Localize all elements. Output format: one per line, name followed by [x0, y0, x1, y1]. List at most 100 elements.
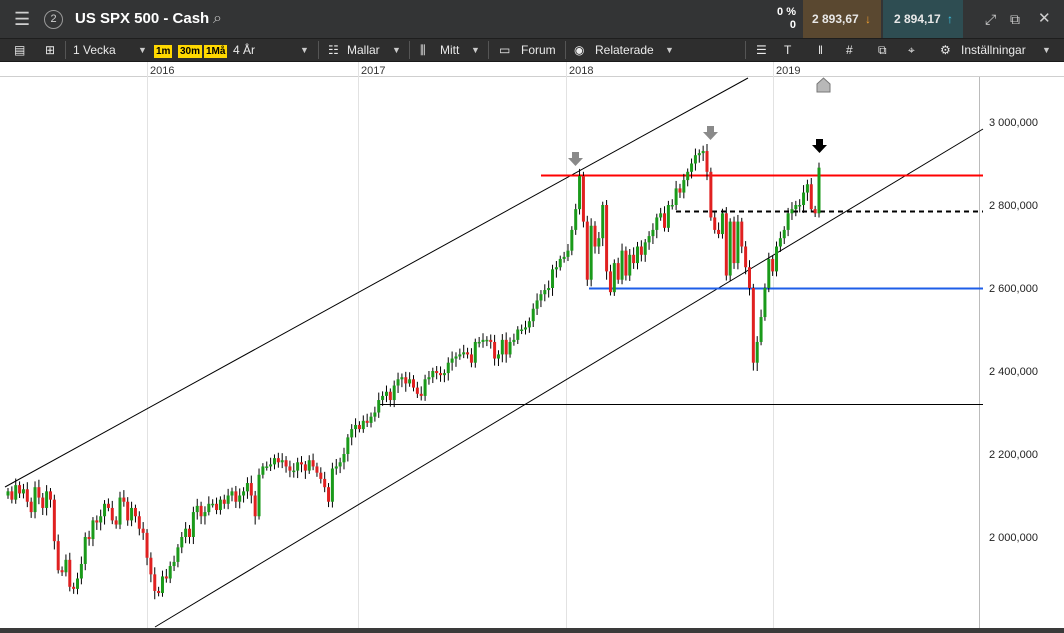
candle-body — [110, 507, 114, 521]
candle-body — [10, 491, 14, 500]
candle-body — [678, 188, 682, 193]
chevron-down-icon[interactable]: ▼ — [1042, 45, 1051, 55]
buy-price: 2 894,17 — [894, 12, 941, 26]
candle-body — [466, 352, 470, 355]
candle-body — [744, 246, 748, 268]
candle-body — [280, 460, 284, 463]
chevron-down-icon[interactable]: ▼ — [665, 45, 674, 55]
templates-menu[interactable]: Mallar — [347, 43, 380, 57]
candle-body — [184, 528, 188, 537]
candle-body — [659, 213, 663, 218]
chevron-down-icon[interactable]: ▼ — [471, 45, 480, 55]
sell-button[interactable]: 2 893,67 ↓ — [803, 0, 881, 38]
tab-number-badge[interactable]: 2 — [44, 10, 63, 29]
candle-body — [574, 209, 578, 230]
candle-body — [126, 501, 130, 521]
align-icon[interactable]: ☰ — [756, 43, 767, 57]
x-tick-label: 2018 — [569, 65, 593, 77]
y-tick-label: 2 000,000 — [989, 532, 1038, 544]
popout-icon[interactable]: ⧉ — [1010, 11, 1020, 27]
price-chart[interactable]: 2016 2017 2018 2019 3 000,000 2 800,000 2 600… — [0, 62, 1064, 633]
candle-body — [303, 464, 307, 471]
candle-body — [562, 256, 566, 259]
candle-body — [782, 229, 786, 239]
list-icon[interactable]: ▤ — [14, 43, 26, 57]
candle-body — [226, 495, 230, 504]
period-select[interactable]: 1 Vecka — [73, 43, 116, 57]
candle-body — [265, 466, 269, 468]
candle-body — [195, 505, 199, 513]
candle-body — [412, 379, 415, 388]
quick-1ma[interactable]: 1Må — [204, 45, 228, 58]
copy-icon[interactable]: ⧉ — [878, 43, 887, 57]
candle-body — [180, 537, 184, 548]
candle-body — [408, 379, 412, 384]
chevron-down-icon[interactable]: ▼ — [138, 45, 147, 55]
candle-body — [481, 339, 485, 342]
quick-30m[interactable]: 30m — [178, 45, 203, 58]
bottom-scrollbar[interactable] — [0, 628, 1064, 633]
candle-body — [296, 462, 300, 471]
chevron-down-icon[interactable]: ▼ — [300, 45, 309, 55]
candle-body — [439, 373, 443, 376]
candle-body — [520, 329, 524, 331]
candle-body — [759, 317, 763, 342]
text-tool-icon[interactable]: T — [784, 43, 792, 57]
forum-button[interactable]: Forum — [521, 43, 556, 57]
candle-body — [272, 458, 276, 465]
y-tick-label: 2 800,000 — [989, 200, 1038, 212]
x-tick-label: 2016 — [150, 65, 174, 77]
close-icon[interactable]: ✕ — [1038, 10, 1051, 27]
candle-body — [311, 460, 315, 467]
chevron-down-icon[interactable]: ▼ — [392, 45, 401, 55]
candle-body — [690, 163, 694, 172]
candle-body — [817, 167, 821, 214]
candle-body — [384, 391, 388, 396]
candle-body — [747, 267, 751, 288]
expand-icon[interactable]: ⤢ — [985, 11, 997, 27]
candle-body — [736, 221, 740, 264]
candle-body — [211, 503, 215, 506]
candle-body — [663, 213, 667, 228]
related-menu[interactable]: Relaterade — [595, 43, 654, 57]
candle-body — [21, 489, 25, 494]
candle-body — [446, 362, 450, 374]
layout-icon[interactable]: ⊞ — [45, 43, 56, 57]
search-icon[interactable]: ⌕ — [213, 10, 222, 27]
lower-channel-line — [154, 128, 984, 628]
settings-button[interactable]: Inställningar — [961, 43, 1026, 57]
candle-body — [543, 290, 547, 295]
candle-body — [775, 246, 779, 272]
crosshair-grid-icon[interactable]: # — [846, 43, 853, 57]
title-bar: ☰ 2 US SPX 500 - Cash ⌕ 0 % 0 2 893,67 ↓… — [0, 0, 1064, 39]
candle-body — [500, 339, 504, 355]
candle-body — [670, 205, 674, 207]
candle-body — [122, 497, 126, 502]
range-select[interactable]: 4 År — [233, 43, 256, 57]
arrow-down-icon: ↓ — [865, 12, 871, 26]
menu-icon[interactable]: ☰ — [14, 9, 31, 29]
y-tick-label: 2 400,000 — [989, 366, 1038, 378]
candle-body — [118, 497, 122, 525]
buy-button[interactable]: 2 894,17 ↑ — [883, 0, 963, 38]
chart-canvas[interactable]: 2016 2017 2018 2019 3 000,000 2 800,000 2 600… — [0, 62, 1064, 633]
candle-body — [18, 485, 22, 494]
crosshair-icon[interactable]: ⌖ — [908, 43, 915, 57]
candle-body — [431, 371, 435, 378]
candle-body — [527, 321, 531, 328]
candle-body — [732, 221, 736, 264]
indicators-menu[interactable]: Mitt — [440, 43, 460, 57]
candle-body — [230, 491, 234, 496]
candle-body — [45, 491, 49, 508]
candle-body — [284, 460, 288, 467]
pause-icon[interactable]: ‖ — [818, 43, 823, 57]
candle-body — [666, 205, 670, 228]
candle-body — [554, 267, 558, 270]
candle-body — [612, 263, 616, 293]
candle-body — [261, 466, 265, 475]
candle-body — [643, 242, 647, 255]
candle-body — [215, 503, 219, 511]
candle-body — [381, 395, 385, 401]
gear-icon[interactable]: ⚙ — [940, 43, 951, 57]
quick-1m[interactable]: 1m — [154, 45, 173, 58]
